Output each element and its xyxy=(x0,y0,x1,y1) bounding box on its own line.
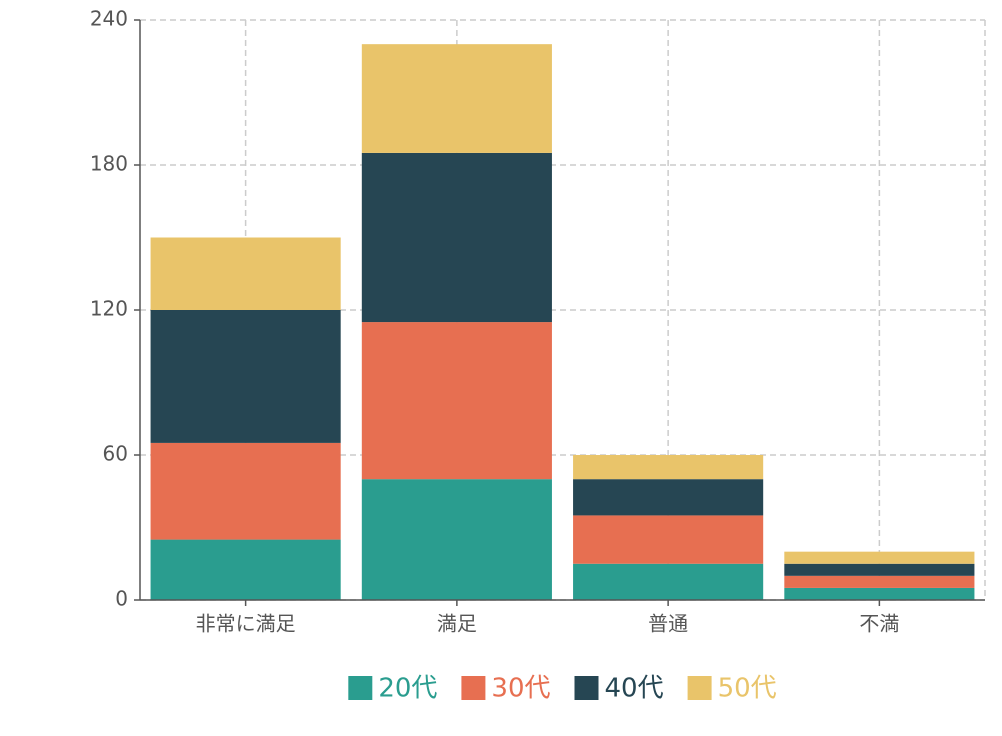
bar-segment xyxy=(150,442,341,540)
bar-segment xyxy=(361,322,552,480)
legend-swatch[interactable] xyxy=(461,676,486,700)
legend-swatch[interactable] xyxy=(687,676,712,700)
legend-label[interactable]: 50代 xyxy=(718,674,777,704)
bar-segment xyxy=(784,563,975,576)
y-tick-label: 0 xyxy=(115,587,128,611)
bar-segment xyxy=(784,551,975,564)
bar-segment xyxy=(573,563,764,600)
bar-segment xyxy=(573,479,764,516)
x-tick-label: 満足 xyxy=(437,612,477,636)
legend-swatch[interactable] xyxy=(574,676,599,700)
y-tick-label: 240 xyxy=(90,7,128,31)
bar-segment xyxy=(150,539,341,600)
x-tick-label: 非常に満足 xyxy=(196,612,296,636)
bar-segment xyxy=(573,515,764,564)
legend-label[interactable]: 30代 xyxy=(491,674,550,704)
y-tick-label: 180 xyxy=(90,152,128,176)
bar-segment xyxy=(784,575,975,588)
bar-segment xyxy=(361,44,552,153)
legend-label[interactable]: 40代 xyxy=(605,674,664,704)
x-tick-label: 普通 xyxy=(648,612,688,636)
y-tick-label: 120 xyxy=(90,297,128,321)
bar-segment xyxy=(361,152,552,323)
x-tick-label: 不満 xyxy=(859,612,899,636)
legend-swatch[interactable] xyxy=(348,676,373,700)
bar-segment xyxy=(150,237,341,310)
legend-label[interactable]: 20代 xyxy=(378,674,437,704)
bar-segment xyxy=(573,455,764,480)
bar-segment xyxy=(150,310,341,443)
bar-segment xyxy=(784,587,975,600)
bar-segment xyxy=(361,479,552,600)
y-tick-label: 60 xyxy=(103,442,128,466)
